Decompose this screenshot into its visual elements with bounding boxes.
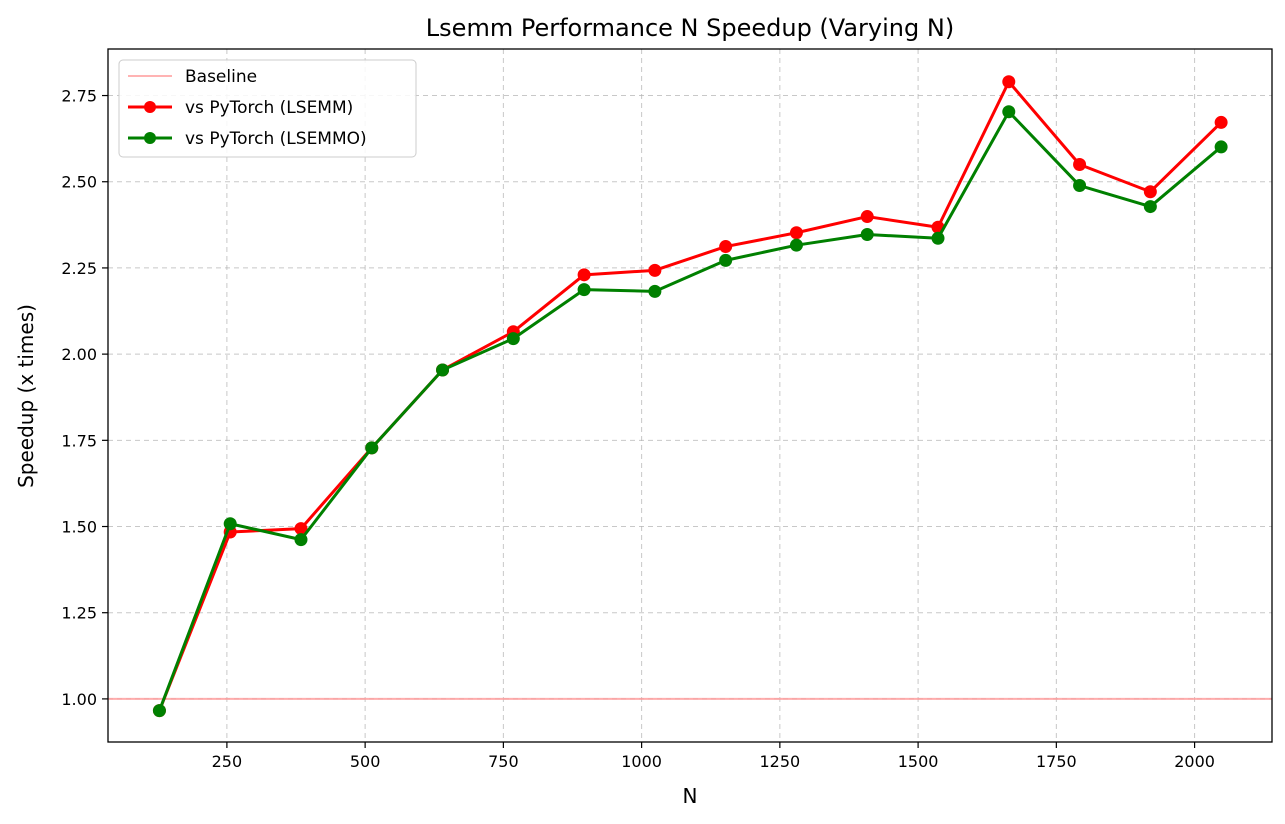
data-point	[1002, 75, 1016, 89]
x-tick-label: 2000	[1174, 752, 1215, 771]
legend-label-lsemmo: vs PyTorch (LSEMMO)	[185, 129, 367, 149]
legend-marker-lsemm	[144, 101, 156, 113]
data-point	[365, 441, 379, 455]
legend-label-lsemm: vs PyTorch (LSEMM)	[185, 98, 353, 118]
data-point	[860, 210, 874, 224]
data-point	[506, 332, 520, 346]
tick-layer: 250 500 750 1000 1250 1500 1750 2000 1.00 1.25 1.5…	[61, 87, 1215, 771]
data-point	[1143, 200, 1157, 214]
data-point	[577, 283, 591, 297]
series-line	[158, 80, 1223, 712]
legend-marker-lsemmo	[144, 132, 156, 144]
data-point	[719, 240, 733, 254]
data-point	[1073, 179, 1087, 193]
data-point	[1143, 185, 1157, 199]
data-point	[648, 284, 662, 298]
y-tick-label: 1.50	[61, 518, 97, 537]
x-tick-label: 250	[212, 752, 243, 771]
data-point	[152, 704, 166, 718]
legend-label-baseline: Baseline	[185, 67, 257, 87]
y-tick-label: 1.00	[61, 690, 97, 709]
y-tick-label: 1.25	[61, 604, 97, 623]
y-tick-label: 2.00	[61, 345, 97, 364]
data-point	[223, 517, 237, 531]
legend: Baseline vs PyTorch (LSEMM) vs PyTorch (…	[118, 59, 417, 158]
data-point	[719, 253, 733, 267]
legend-box	[118, 59, 417, 158]
data-point	[931, 231, 945, 245]
plot-frame	[107, 48, 1273, 743]
data-point	[577, 268, 591, 282]
series-layer	[152, 75, 1228, 718]
series-lsemmo	[152, 105, 1228, 718]
x-tick-label: 1250	[759, 752, 800, 771]
y-tick-label: 2.75	[61, 87, 97, 106]
y-axis-title: Speedup (x times)	[14, 304, 38, 488]
y-tick-label: 2.50	[61, 173, 97, 192]
y-tick-label: 1.75	[61, 431, 97, 450]
data-point	[294, 533, 308, 547]
data-point	[789, 238, 803, 252]
series-line	[158, 110, 1223, 712]
data-point	[860, 227, 874, 241]
data-point	[1073, 158, 1087, 171]
data-point	[1002, 105, 1016, 119]
x-tick-label: 1500	[898, 752, 939, 771]
x-tick-label: 500	[350, 752, 381, 771]
data-point	[1214, 140, 1228, 154]
y-tick-label: 2.25	[61, 259, 97, 278]
data-point	[436, 363, 450, 377]
data-point	[1214, 115, 1228, 129]
x-tick-label: 750	[488, 752, 519, 771]
x-tick-label: 1750	[1036, 752, 1077, 771]
data-point	[789, 226, 803, 240]
data-point	[648, 263, 662, 277]
chart-title: Lsemm Performance N Speedup (Varying N)	[426, 14, 954, 42]
data-point	[294, 522, 308, 536]
x-axis-title: N	[683, 784, 698, 808]
x-tick-label: 1000	[621, 752, 662, 771]
